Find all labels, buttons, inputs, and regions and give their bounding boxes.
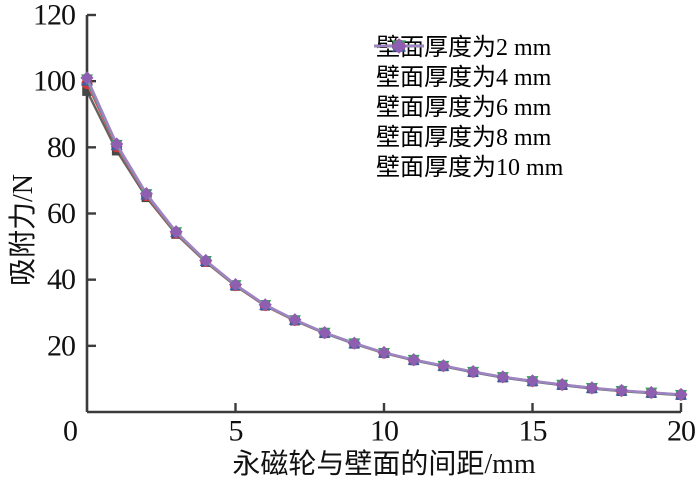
y-tick-label: 40: [47, 263, 75, 296]
legend-item-3: 壁面厚度为6 mm: [372, 39, 563, 123]
x-tick-label: 5: [229, 415, 243, 448]
data-point-marker: [407, 353, 421, 367]
data-point-marker: [525, 374, 540, 388]
y-tick-label: 100: [33, 65, 75, 98]
data-point-marker: [80, 71, 94, 85]
legend-item-4: 壁面厚度为8 mm: [372, 40, 563, 153]
legend-item-5: 壁面厚度为10 mm: [372, 38, 564, 183]
legend-label: 壁面厚度为10 mm: [376, 155, 564, 181]
data-point-marker: [555, 377, 569, 392]
y-tick-label: 80: [47, 131, 75, 164]
data-point-marker: [466, 365, 480, 379]
legend-marker-shape: [391, 38, 407, 54]
data-point-marker: [377, 345, 391, 360]
data-point-marker: [288, 313, 302, 327]
series-5: [80, 71, 688, 402]
data-point-marker: [110, 137, 124, 151]
legend-label: 壁面厚度为2 mm: [376, 35, 552, 61]
data-point-marker: [139, 187, 153, 201]
legend-label: 壁面厚度为4 mm: [376, 65, 552, 91]
y-axis-title: 吸附力/N: [8, 173, 39, 287]
x-axis-title: 永磁轮与壁面的间距/mm: [232, 449, 536, 480]
x-tick-label: 20: [667, 415, 695, 448]
legend-marker-diamond-icon: [374, 38, 424, 54]
legend-label: 壁面厚度为8 mm: [376, 125, 552, 151]
data-point-marker: [258, 298, 272, 312]
data-point-marker: [169, 225, 183, 239]
y-tick-label: 120: [33, 0, 75, 32]
data-point-marker: [228, 278, 243, 292]
data-point-marker: [644, 385, 658, 400]
data-point-marker: [585, 381, 599, 395]
data-point-marker: [199, 253, 213, 268]
data-point-marker: [674, 387, 688, 402]
data-point-marker: [347, 336, 361, 350]
y-tick-label: 20: [47, 329, 75, 362]
x-tick-label: 10: [370, 415, 398, 448]
data-point-marker: [436, 359, 450, 373]
legend-item-2: 壁面厚度为4 mm: [372, 39, 563, 93]
x-tick-label: 0: [63, 415, 77, 448]
data-point-marker: [496, 370, 510, 384]
y-tick-label: 60: [47, 197, 75, 230]
legend-label: 壁面厚度为6 mm: [376, 95, 552, 121]
chart-legend: 壁面厚度为2 mm 壁面厚度为4 mm 壁面厚度为6 mm 壁面厚度为8 mm 壁面厚度…: [372, 33, 563, 183]
data-point-marker: [82, 86, 92, 96]
data-point-marker: [318, 326, 332, 340]
data-point-marker: [615, 383, 629, 398]
x-tick-label: 15: [519, 415, 547, 448]
